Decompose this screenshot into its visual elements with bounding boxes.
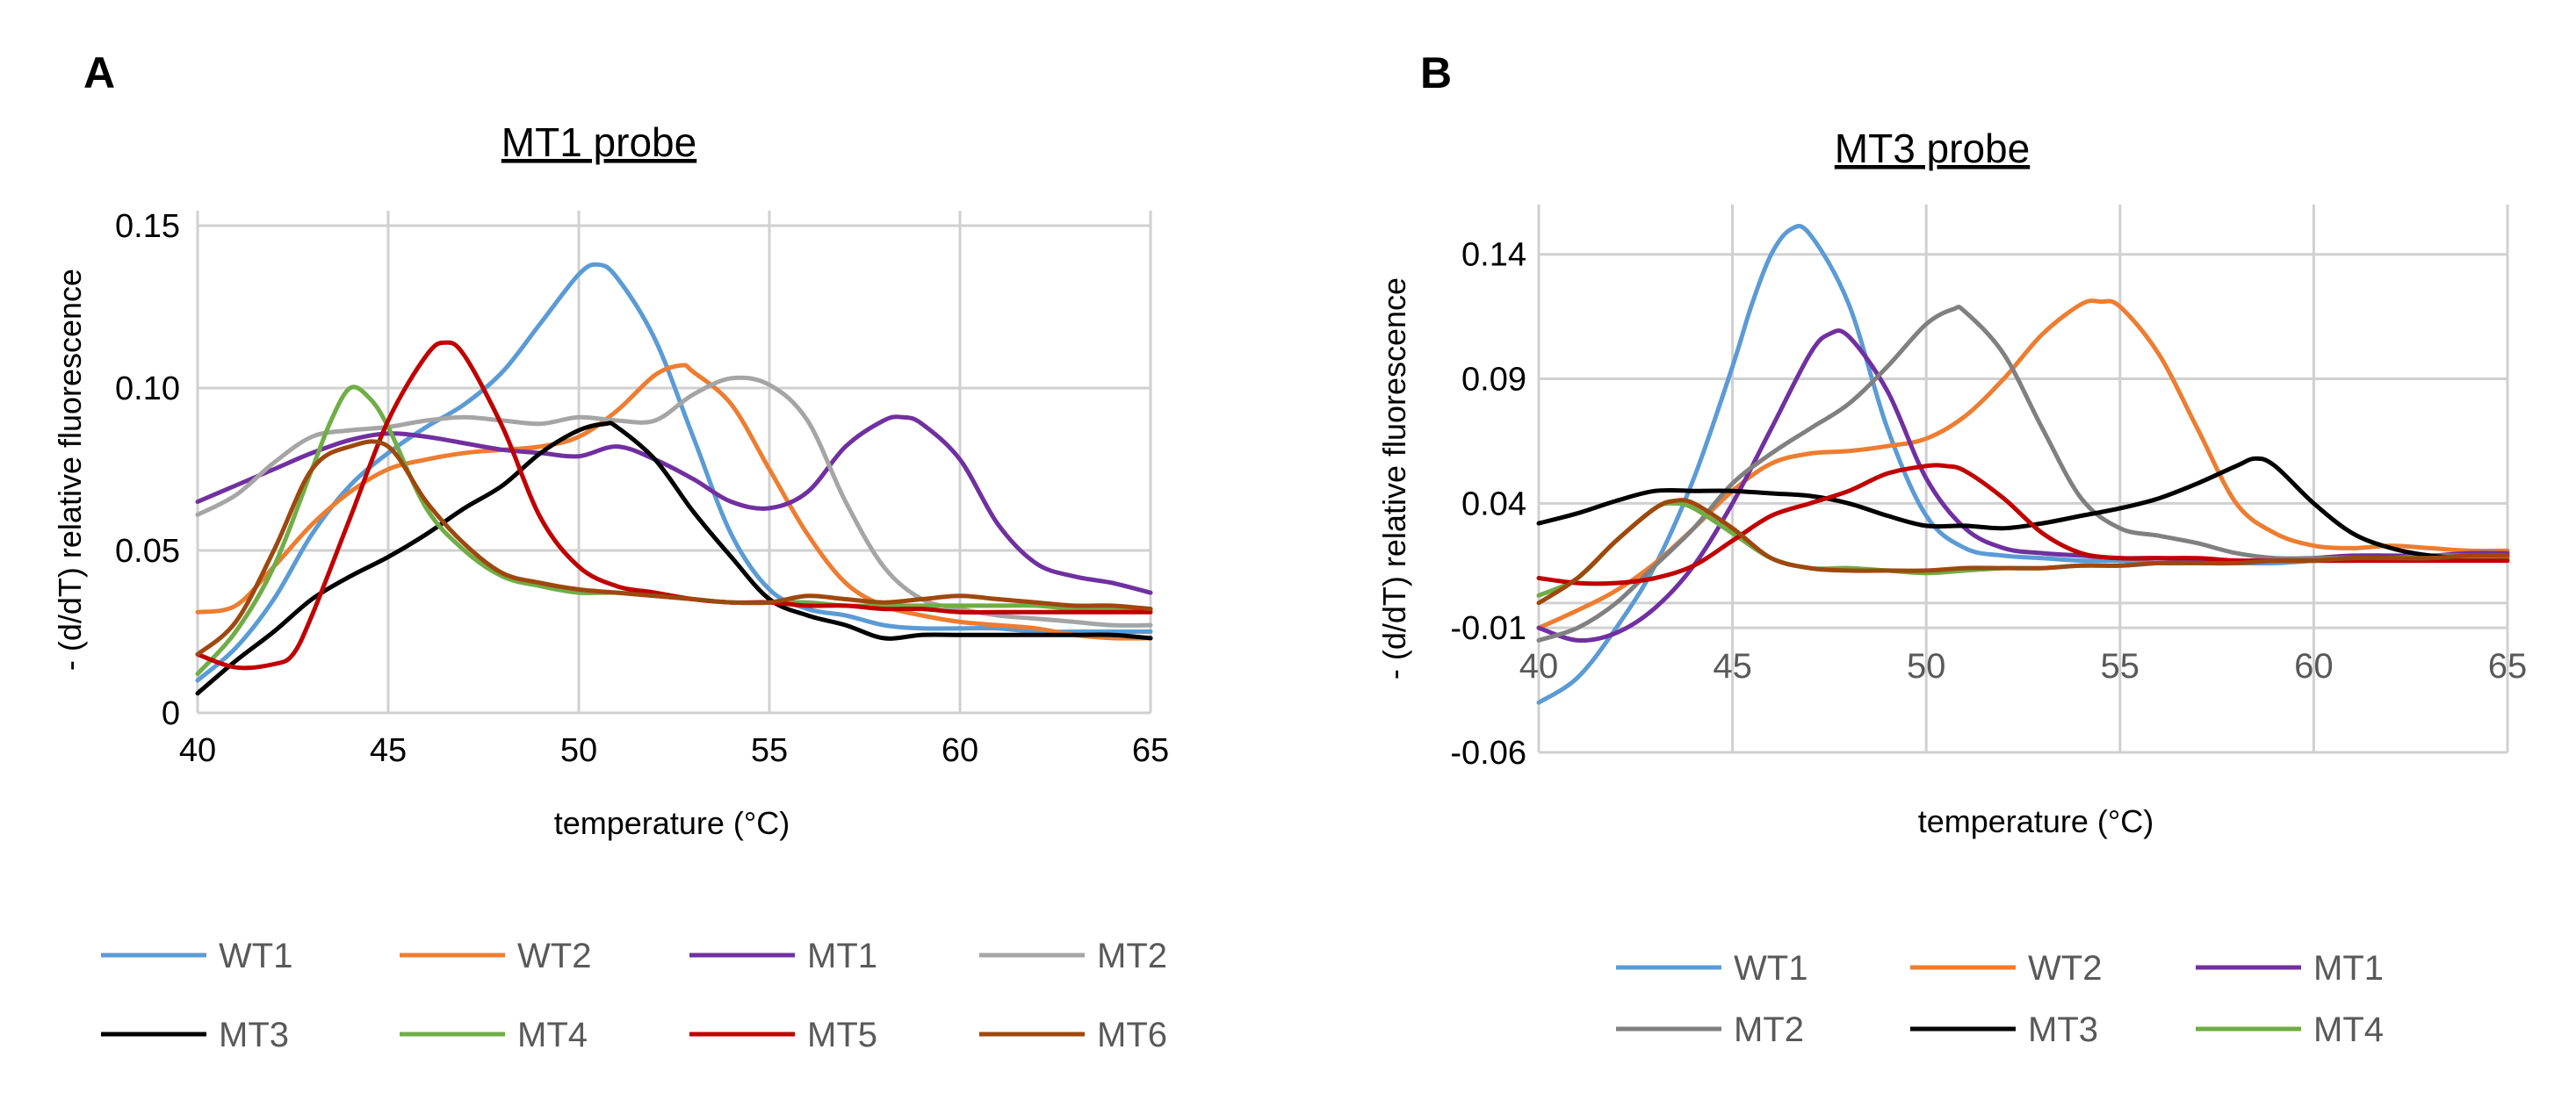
chart-a-series-wt1 (195, 262, 1153, 683)
chart-a-gridlines (196, 211, 1152, 715)
chart-a-xtick-label: 50 (560, 732, 597, 769)
chart-a-tick-labels: 0 0.05 0.10 0.15 40 45 50 55 60 65 (115, 208, 1169, 769)
legend-label: MT4 (2313, 1010, 2384, 1049)
legend-label: MT2 (1097, 937, 1167, 975)
chart-b-ytick-label: 0.14 (1461, 237, 1526, 274)
legend-item-mt4: MT4 (2196, 1010, 2384, 1049)
chart-b-series (1536, 224, 2510, 705)
chart-a-series (195, 262, 1153, 696)
chart-a-xtick-label: 60 (942, 732, 978, 769)
legend-label: MT2 (1734, 1010, 1804, 1049)
chart-b-ytick-label: -0.06 (1450, 735, 1526, 772)
chart-a-xtick-label: 40 (179, 732, 216, 769)
legend-item-wt1: WT1 (1616, 949, 1808, 988)
chart-b-title: MT3 probe (1835, 126, 2030, 171)
legend-item-mt1: MT1 (2196, 949, 2384, 988)
chart-b-tick-labels: -0.06 -0.01 0.04 0.09 0.14 40 45 50 55 60 65 (1450, 237, 2527, 772)
chart-a-ytick-label: 0.15 (115, 208, 180, 245)
legend-item-mt5: MT5 (689, 1016, 877, 1054)
chart-b-xtick-label: 60 (2294, 647, 2334, 686)
chart-a-series-mt3 (195, 421, 1153, 696)
chart-a-title: MT1 probe (501, 119, 696, 165)
chart-b-xlabel: temperature (°C) (1918, 803, 2154, 839)
chart-a-ylabel: - (d/dT) relative fluorescence (52, 269, 88, 671)
legend-label: MT4 (517, 1016, 588, 1054)
chart-b-ytick-label: 0.09 (1461, 362, 1526, 399)
legend-label: WT2 (517, 937, 591, 975)
chart-a-ytick-label: 0.05 (115, 533, 180, 570)
chart-b-series-mt6 (1536, 498, 2510, 606)
chart-a-xtick-label: 65 (1132, 732, 1169, 769)
chart-b-xtick-label: 45 (1713, 647, 1752, 686)
legend-label: MT3 (2028, 1010, 2098, 1049)
legend-label: MT1 (807, 937, 877, 975)
panel-b-letter: B (1420, 48, 1452, 97)
legend-item-mt6: MT6 (979, 1016, 1167, 1054)
legend-label: MT1 (2313, 949, 2384, 988)
legend-label: MT3 (219, 1016, 289, 1054)
legend-label: WT1 (219, 937, 292, 975)
chart-a-ytick-label: 0.10 (115, 370, 180, 407)
chart-a-series-mt5 (195, 340, 1153, 671)
legend-item-mt4: MT4 (400, 1016, 588, 1054)
panel-a-letter: A (83, 48, 115, 97)
legend-item-wt2: WT2 (400, 937, 591, 975)
chart-b-xtick-label: 65 (2488, 647, 2528, 686)
chart-b-series-mt1 (1536, 328, 2510, 644)
chart-a-xtick-label: 45 (370, 732, 407, 769)
legend-item-mt2: MT2 (1616, 1010, 1804, 1049)
chart-a-xlabel: temperature (°C) (554, 805, 790, 841)
chart-b-legend: WT1 WT2 MT1 MT2 MT3 MT4 (1616, 949, 2384, 1049)
legend-label: MT5 (807, 1016, 877, 1054)
chart-a-series-mt1 (195, 414, 1153, 595)
chart-b-series-wt1 (1536, 224, 2510, 705)
legend-item-mt1: MT1 (689, 937, 877, 975)
legend-item-mt3: MT3 (1910, 1010, 2098, 1049)
chart-a-ytick-label: 0 (162, 695, 180, 732)
legend-item-wt1: WT1 (101, 937, 292, 975)
chart-b-series-mt3 (1536, 456, 2510, 561)
chart-b-gridlines (1537, 205, 2509, 754)
chart-b-ylabel: - (d/dT) relative fluorescence (1376, 277, 1412, 680)
legend-item-mt3: MT3 (101, 1016, 289, 1054)
chart-b-ytick-label: 0.04 (1461, 485, 1526, 522)
legend-item-mt2: MT2 (979, 937, 1167, 975)
legend-label: WT2 (2028, 949, 2102, 988)
chart-a-series-mt6 (195, 439, 1153, 657)
chart-a-legend: WT1 WT2 MT1 MT2 MT3 MT4 MT5 MT6 (101, 937, 1167, 1054)
chart-b-ytick-label: -0.01 (1450, 610, 1526, 647)
chart-a-xtick-label: 55 (751, 732, 788, 769)
chart-b-xtick-label: 50 (1907, 647, 1946, 686)
legend-label: MT6 (1097, 1016, 1167, 1054)
chart-b-xtick-label: 40 (1519, 647, 1559, 686)
legend-label: WT1 (1734, 949, 1808, 988)
legend-item-wt2: WT2 (1910, 949, 2102, 988)
chart-a-series-mt2 (195, 375, 1153, 628)
chart-b-xtick-label: 55 (2101, 647, 2140, 686)
